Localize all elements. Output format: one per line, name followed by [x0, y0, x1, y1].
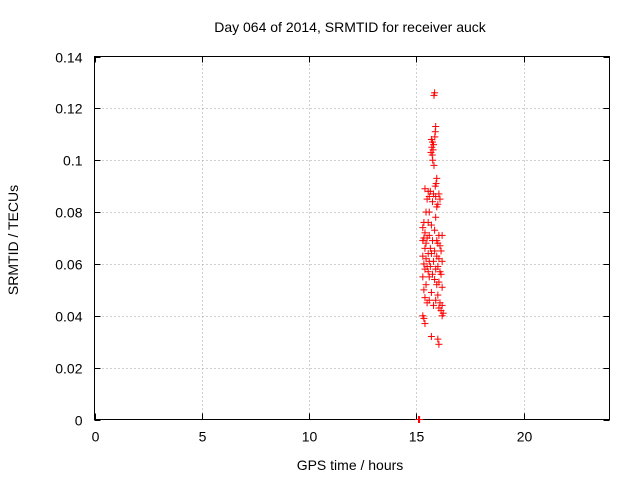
x-axis-label: GPS time / hours	[297, 457, 404, 473]
data-point	[423, 299, 431, 307]
grid-layer	[94, 56, 610, 420]
data-point	[437, 270, 445, 278]
x-tick-label: 10	[302, 429, 318, 445]
data-point	[423, 234, 431, 242]
data-point	[435, 340, 443, 348]
data-point	[434, 291, 442, 299]
data-point	[427, 288, 435, 296]
data-point	[431, 182, 439, 190]
data-point	[432, 296, 440, 304]
data-point	[423, 195, 431, 203]
data-point	[438, 257, 446, 265]
data-point	[422, 239, 430, 247]
data-point	[430, 91, 438, 99]
data-point	[436, 242, 444, 250]
data-point	[420, 286, 428, 294]
x-tick-label: 20	[517, 429, 533, 445]
data-point	[432, 265, 440, 273]
x-tick-label: 5	[199, 429, 207, 445]
x-tick-label: 0	[92, 429, 100, 445]
data-point	[430, 301, 438, 309]
x-tick-label: 15	[409, 429, 425, 445]
data-point	[425, 273, 433, 281]
data-point	[431, 226, 439, 234]
data-point	[420, 314, 428, 322]
ticks-layer: 0 5 10 15 20 0 0.02 0.04 0.06 0.08 0.1 0.12 0.14	[55, 50, 610, 445]
y-tick-label: 0.14	[55, 50, 82, 66]
data-point	[438, 283, 446, 291]
data-point	[421, 294, 429, 302]
chart-title: Day 064 of 2014, SRMTID for receiver auc…	[214, 19, 487, 35]
data-point	[433, 203, 441, 211]
data-point	[438, 312, 446, 320]
data-point	[430, 161, 438, 169]
data-point	[438, 231, 446, 239]
data-point	[427, 333, 435, 341]
data-point	[416, 416, 424, 423]
data-point	[427, 250, 435, 258]
data-point	[432, 193, 440, 201]
data-point	[426, 263, 434, 271]
y-tick-label: 0	[75, 413, 83, 429]
y-tick-label: 0.06	[55, 257, 82, 273]
points-layer	[415, 89, 447, 423]
data-point	[419, 224, 427, 232]
data-point	[431, 275, 439, 283]
data-point	[432, 213, 440, 221]
data-point	[436, 195, 444, 203]
data-point	[427, 221, 435, 229]
y-tick-label: 0.12	[55, 101, 82, 117]
data-point	[434, 335, 442, 343]
data-point	[421, 229, 429, 237]
data-point	[433, 174, 441, 182]
y-tick-label: 0.02	[55, 361, 82, 377]
data-point	[424, 268, 432, 276]
data-point	[421, 320, 429, 328]
data-point	[429, 156, 437, 164]
y-tick-label: 0.08	[55, 205, 82, 221]
y-tick-label: 0.04	[55, 309, 82, 325]
data-point	[433, 281, 441, 289]
plot-frame	[94, 56, 610, 420]
y-tick-label: 0.1	[63, 153, 83, 169]
y-axis-label: SRMTID / TECUs	[5, 185, 21, 295]
data-point	[422, 281, 430, 289]
data-point	[419, 273, 427, 281]
data-point	[437, 247, 445, 255]
data-point	[428, 198, 436, 206]
data-point	[430, 257, 438, 265]
data-point	[425, 208, 433, 216]
data-point	[426, 244, 434, 252]
